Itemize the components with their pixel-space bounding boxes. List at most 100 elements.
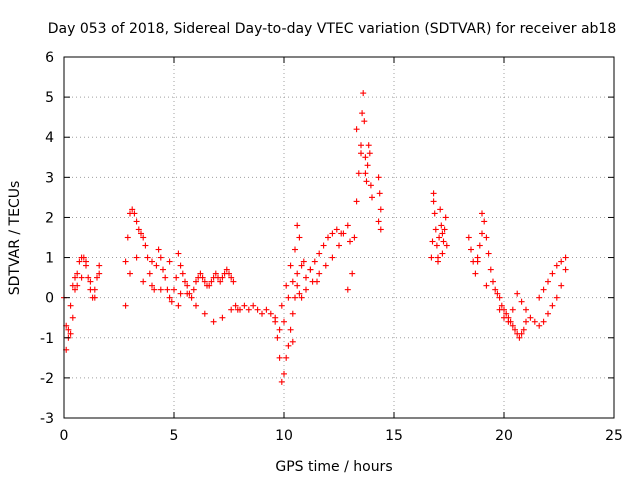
data-point — [367, 182, 374, 189]
data-point — [375, 174, 382, 181]
data-point — [173, 274, 180, 281]
data-point — [144, 254, 151, 261]
data-point — [322, 262, 329, 269]
data-point — [72, 274, 78, 281]
data-point — [168, 298, 175, 305]
data-point — [553, 262, 560, 269]
data-point — [201, 278, 208, 285]
data-point — [344, 286, 351, 293]
data-point — [133, 218, 140, 225]
data-point — [483, 234, 490, 241]
data-point — [151, 286, 158, 293]
data-point — [430, 198, 437, 205]
data-point — [320, 242, 327, 249]
data-point — [184, 282, 191, 289]
data-point — [474, 254, 481, 261]
data-point — [133, 254, 140, 261]
data-point — [553, 294, 560, 301]
data-point — [360, 90, 367, 97]
data-point — [219, 314, 226, 321]
data-point — [518, 330, 525, 337]
data-point — [523, 306, 529, 313]
data-point — [485, 250, 492, 257]
data-point — [311, 258, 318, 265]
data-point — [67, 302, 74, 309]
data-point — [122, 302, 129, 309]
data-point — [208, 278, 215, 285]
data-point — [267, 310, 274, 317]
data-point — [468, 246, 474, 253]
x-tick-label: 15 — [385, 428, 403, 444]
data-point — [428, 254, 435, 261]
data-point — [289, 310, 296, 317]
x-axis-label: GPS time / hours — [275, 459, 392, 475]
data-point — [197, 270, 204, 277]
data-point — [179, 270, 186, 277]
data-point — [481, 218, 488, 225]
data-point — [363, 178, 370, 185]
data-point — [149, 282, 155, 289]
data-point — [512, 326, 518, 333]
data-point — [155, 246, 162, 253]
data-point — [316, 250, 323, 257]
data-point — [503, 310, 510, 317]
data-point — [377, 206, 384, 213]
data-point — [287, 326, 294, 333]
data-point — [549, 270, 556, 277]
data-point — [344, 222, 351, 229]
data-point — [67, 330, 74, 337]
data-point — [138, 230, 144, 237]
data-point — [558, 258, 565, 265]
data-point — [476, 242, 483, 249]
data-point — [496, 306, 503, 313]
data-point — [362, 154, 369, 161]
data-points — [61, 90, 569, 385]
y-tick-label: 4 — [45, 130, 54, 146]
data-point — [74, 270, 81, 277]
data-point — [300, 258, 307, 265]
data-point — [289, 338, 296, 345]
data-point — [523, 318, 529, 325]
data-point — [223, 266, 230, 273]
data-point — [140, 234, 147, 241]
data-point — [276, 326, 283, 333]
data-point — [177, 262, 184, 269]
data-point — [127, 270, 133, 277]
y-tick-label: 3 — [45, 170, 54, 186]
data-point — [441, 226, 448, 233]
data-point — [281, 318, 287, 325]
data-point — [358, 142, 364, 149]
y-tick-label: -2 — [40, 371, 54, 387]
data-point — [78, 274, 85, 281]
data-point — [329, 230, 336, 237]
data-point — [87, 278, 94, 285]
data-point — [520, 326, 527, 333]
data-point — [377, 226, 384, 233]
data-point — [307, 266, 314, 273]
data-point — [303, 274, 309, 281]
data-point — [479, 230, 485, 237]
data-point — [153, 262, 160, 269]
data-point — [465, 234, 472, 241]
data-point — [219, 274, 226, 281]
data-point — [193, 278, 199, 285]
data-point — [182, 278, 188, 285]
data-point — [96, 262, 103, 269]
data-point — [431, 210, 438, 217]
y-axis-label: SDTVAR / TECUs — [7, 181, 23, 296]
data-point — [540, 286, 547, 293]
data-point — [164, 286, 171, 293]
grid-lines — [64, 57, 614, 418]
data-point — [190, 286, 197, 293]
chart-title: Day 053 of 2018, Sidereal Day-to-day VTE… — [48, 21, 617, 37]
data-point — [157, 254, 164, 261]
data-point — [274, 334, 281, 341]
data-point — [490, 278, 496, 285]
data-point — [365, 142, 372, 149]
data-point — [487, 266, 494, 273]
data-point — [540, 318, 547, 325]
data-point — [509, 322, 516, 329]
data-point — [351, 234, 358, 241]
data-point — [254, 306, 261, 313]
data-point — [129, 206, 136, 213]
